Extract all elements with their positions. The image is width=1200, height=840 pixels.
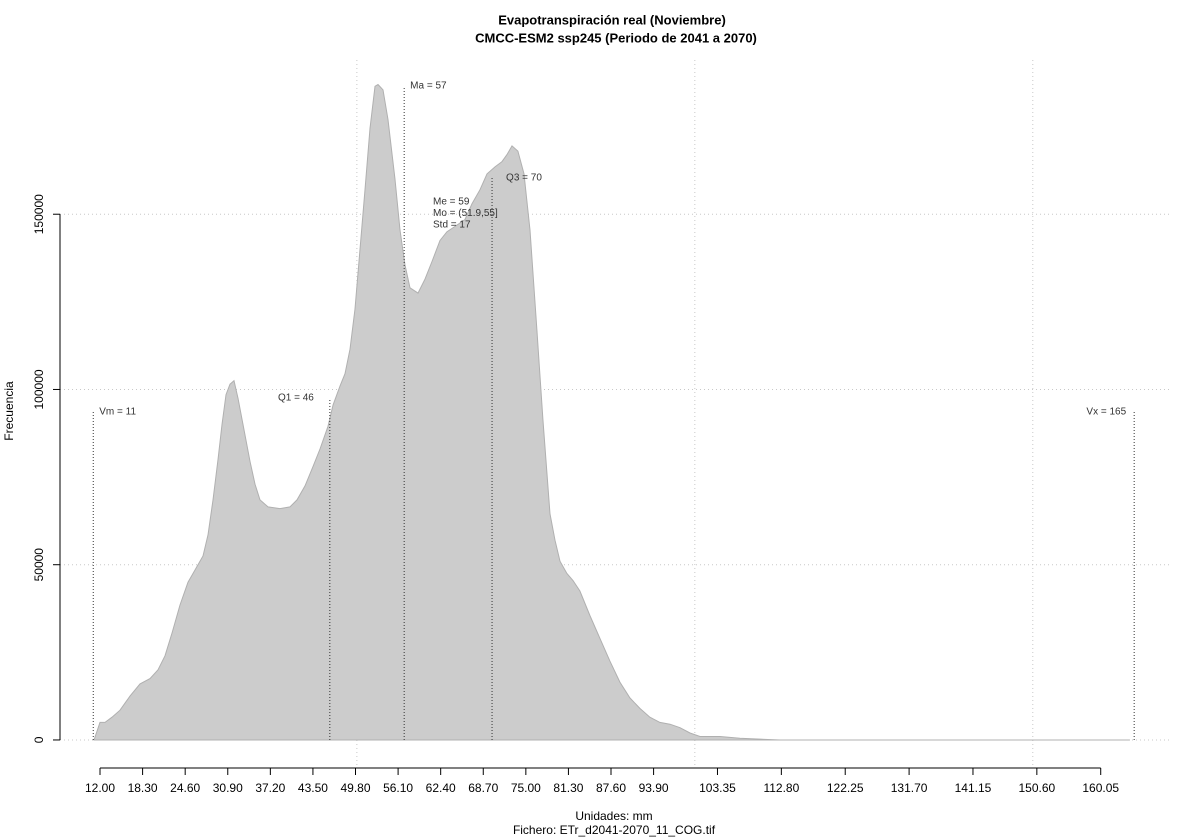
x-tick-label: 43.50 xyxy=(298,781,328,795)
y-tick-label: 100000 xyxy=(32,369,46,409)
stat-label: Std = 17 xyxy=(433,220,471,231)
y-tick-label: 0 xyxy=(32,736,46,743)
x-tick-label: 81.30 xyxy=(553,781,583,795)
x-tick-label: 12.00 xyxy=(85,781,115,795)
x-tick-label: 112.80 xyxy=(763,781,799,795)
x-tick-label: 103.35 xyxy=(699,781,736,795)
chart-subtitle: CMCC-ESM2 ssp245 (Periodo de 2041 a 2070… xyxy=(475,30,757,45)
x-tick-label: 30.90 xyxy=(213,781,243,795)
x-tick-label: 160.05 xyxy=(1082,781,1119,795)
x-tick-label: 93.90 xyxy=(639,781,669,795)
x-tick-label: 150.60 xyxy=(1018,781,1055,795)
stat-label: Mo = (51.9,55] xyxy=(433,208,498,219)
x-tick-label: 18.30 xyxy=(128,781,158,795)
caption: Fichero: ETr_d2041-2070_11_COG.tif xyxy=(513,823,716,837)
x-tick-label: 131.70 xyxy=(891,781,928,795)
marker-label: Vx = 165 xyxy=(1086,407,1126,418)
y-axis-label: Frecuencia xyxy=(2,381,16,441)
x-tick-label: 68.70 xyxy=(468,781,498,795)
chart-title: Evapotranspiración real (Noviembre) xyxy=(498,12,726,27)
x-tick-label: 49.80 xyxy=(340,781,370,795)
marker-label: Q3 = 70 xyxy=(506,173,542,184)
y-tick-label: 150000 xyxy=(32,194,46,234)
x-tick-label: 87.60 xyxy=(596,781,626,795)
stat-label: Me = 59 xyxy=(433,197,470,208)
y-tick-label: 50000 xyxy=(32,548,46,582)
x-tick-label: 141.15 xyxy=(955,781,992,795)
marker-label: Ma = 57 xyxy=(410,81,447,92)
density-area xyxy=(93,83,1130,741)
x-tick-label: 62.40 xyxy=(426,781,456,795)
x-tick-label: 24.60 xyxy=(170,781,200,795)
marker-label: Vm = 11 xyxy=(99,407,136,418)
x-tick-label: 56.10 xyxy=(383,781,413,795)
x-tick-label: 122.25 xyxy=(827,781,864,795)
x-tick-label: 37.20 xyxy=(255,781,285,795)
x-tick-label: 75.00 xyxy=(511,781,541,795)
x-axis-label: Unidades: mm xyxy=(575,809,652,823)
marker-label: Q1 = 46 xyxy=(278,393,314,404)
